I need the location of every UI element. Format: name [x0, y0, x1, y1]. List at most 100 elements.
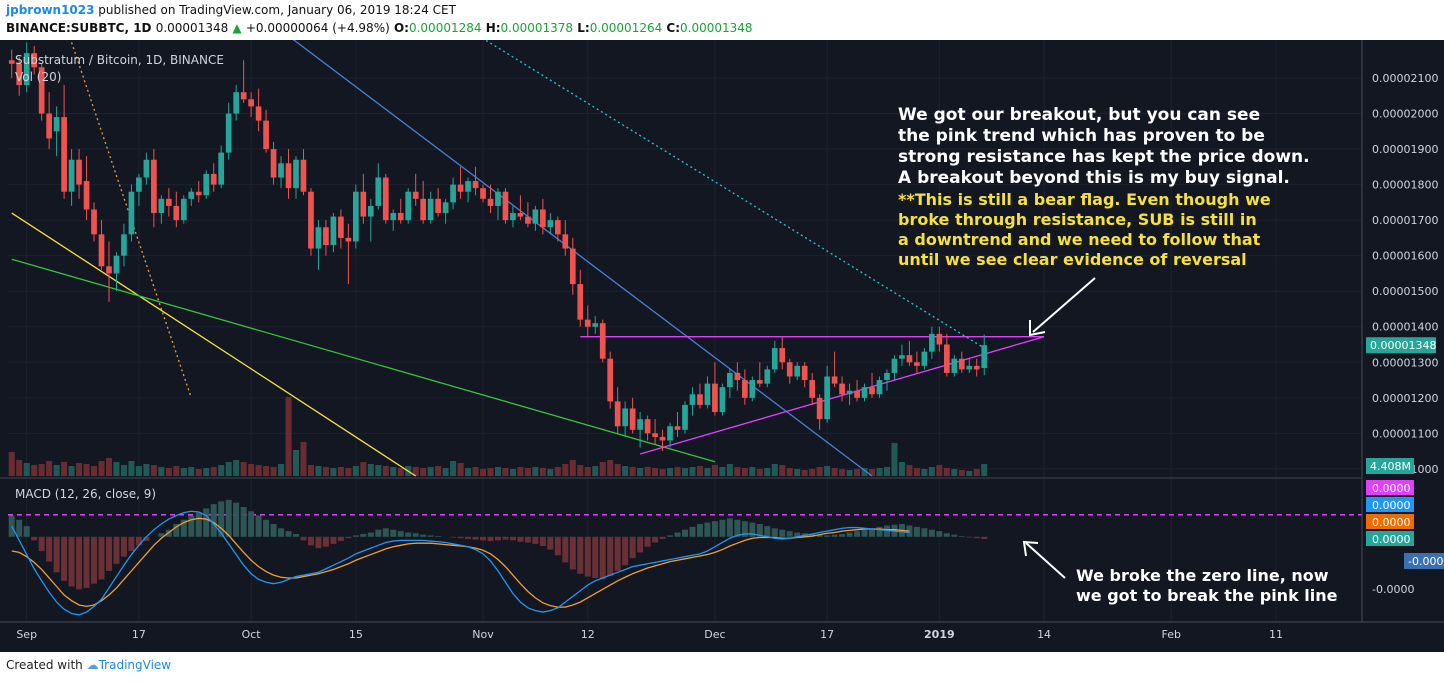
volume-bar — [337, 467, 344, 476]
macd-histogram-bar — [345, 536, 352, 539]
macd-histogram-bar — [928, 529, 935, 537]
volume-bar — [367, 464, 374, 476]
annotation-yellow-line: until we see clear evidence of reversal — [898, 250, 1247, 269]
time-tick-label: Dec — [704, 628, 725, 641]
macd-histogram-bar — [704, 522, 711, 537]
volume-bar — [352, 466, 359, 476]
candle-body — [106, 266, 112, 274]
low-value: 0.00001264 — [589, 21, 663, 35]
candle-body — [203, 173, 210, 196]
candle-body — [749, 380, 756, 398]
macd-histogram-bar — [936, 531, 943, 537]
macd-histogram-bar — [195, 512, 202, 537]
volume-bar — [592, 466, 599, 476]
volume-bar — [382, 466, 389, 476]
volume-bar — [345, 468, 352, 476]
volume-bar — [607, 460, 614, 476]
volume-bar — [83, 464, 90, 476]
footer: Created with ☁TradingView — [6, 658, 171, 672]
candle-body — [502, 191, 509, 221]
candle-body — [143, 159, 150, 178]
axes: 0.00002100 0.00002000 0.00001900 0.00001800… — [0, 40, 1444, 641]
author-link[interactable]: jpbrown1023 — [6, 3, 95, 17]
volume-bar — [966, 471, 973, 476]
macd-histogram-bar — [562, 536, 569, 563]
macd-histogram-bar — [23, 526, 30, 537]
volume-bar — [509, 469, 516, 476]
annotation-white-line: We got our breakout, but you can see — [898, 105, 1260, 125]
volume-bar — [53, 465, 60, 476]
volume-bar — [397, 468, 404, 476]
volume-bar — [704, 468, 711, 476]
macd-histogram-bar — [502, 536, 509, 540]
candle-body — [786, 362, 793, 377]
volume-bar — [517, 467, 524, 476]
chart-area[interactable]: 0.00002100 0.00002000 0.00001900 0.00001800… — [0, 24, 1444, 652]
macd-histogram-bar — [180, 519, 187, 537]
macd-histogram-bar — [846, 532, 853, 537]
candle-body — [278, 163, 284, 178]
macd-histogram-bar — [906, 525, 913, 537]
candle-body — [801, 365, 808, 381]
macd-histogram-bar — [756, 524, 763, 537]
price-tick-label: 0.00001400 — [1372, 321, 1438, 334]
time-tick-label: 17 — [132, 628, 146, 641]
candle-body — [121, 234, 127, 256]
macd-histogram-bar — [143, 536, 150, 542]
volume-bar — [891, 443, 898, 476]
volume-bar — [682, 468, 688, 476]
volume-bar — [263, 466, 270, 476]
volume-bar — [771, 464, 778, 476]
macd-histogram-bar — [113, 536, 120, 564]
macd-histogram-bar — [487, 536, 494, 542]
candle-body — [517, 213, 524, 217]
macd-histogram-bar — [293, 533, 299, 537]
candle-body — [756, 380, 763, 384]
volume-bar — [494, 467, 501, 476]
candle-body — [562, 234, 569, 249]
candle-body — [240, 92, 247, 100]
volume-bar — [68, 466, 75, 476]
macd-histogram-bar — [943, 533, 950, 537]
candle-body — [128, 191, 135, 235]
candle-body — [779, 348, 786, 363]
publish-header: jpbrown1023 published on TradingView.com… — [6, 3, 456, 17]
macd-value-badge — [1366, 514, 1414, 529]
macd-histogram-bar — [809, 533, 816, 537]
tradingview-link[interactable]: TradingView — [98, 658, 172, 672]
volume-bar — [98, 461, 105, 476]
candle-body — [674, 426, 681, 430]
macd-histogram-bar — [248, 511, 255, 537]
price-chart-svg[interactable]: 0.00002100 0.00002000 0.00001900 0.00001800… — [0, 24, 1444, 652]
candle-body — [876, 380, 883, 395]
macd-histogram-bar — [622, 536, 629, 566]
close-label: C: — [666, 21, 681, 35]
candle-body — [285, 163, 292, 189]
volume-bar — [951, 469, 958, 476]
low-label: L: — [577, 21, 590, 35]
macd-histogram-bar — [330, 536, 337, 544]
volume-bar — [442, 468, 449, 476]
volume-bar — [435, 466, 442, 476]
volume-bar — [719, 467, 726, 476]
volume-bar — [502, 468, 509, 476]
macd-histogram-bar — [91, 536, 98, 584]
candle-body — [854, 390, 860, 398]
annotation-macd-line: We broke the zero line, now — [1076, 566, 1329, 585]
candle-body — [345, 237, 352, 242]
candle-body — [165, 198, 172, 206]
price-tick-label: 0.00002100 — [1372, 72, 1438, 85]
macd-label: MACD (12, 26, close, 9) — [15, 487, 156, 501]
price-tick-label: 0.00001200 — [1372, 392, 1438, 405]
candle-body — [330, 216, 337, 246]
annotation-white-line: the pink trend which has proven to be — [898, 126, 1265, 146]
candle-body — [218, 152, 225, 185]
candle-body — [884, 372, 890, 381]
candle-body — [16, 63, 23, 86]
volume-bar — [898, 462, 905, 476]
macd-histogram-bar — [824, 535, 831, 537]
volume-bar — [928, 467, 935, 476]
macd-histogram-bar — [360, 533, 367, 537]
volume-bar — [143, 464, 150, 476]
volume-bar — [846, 470, 853, 476]
